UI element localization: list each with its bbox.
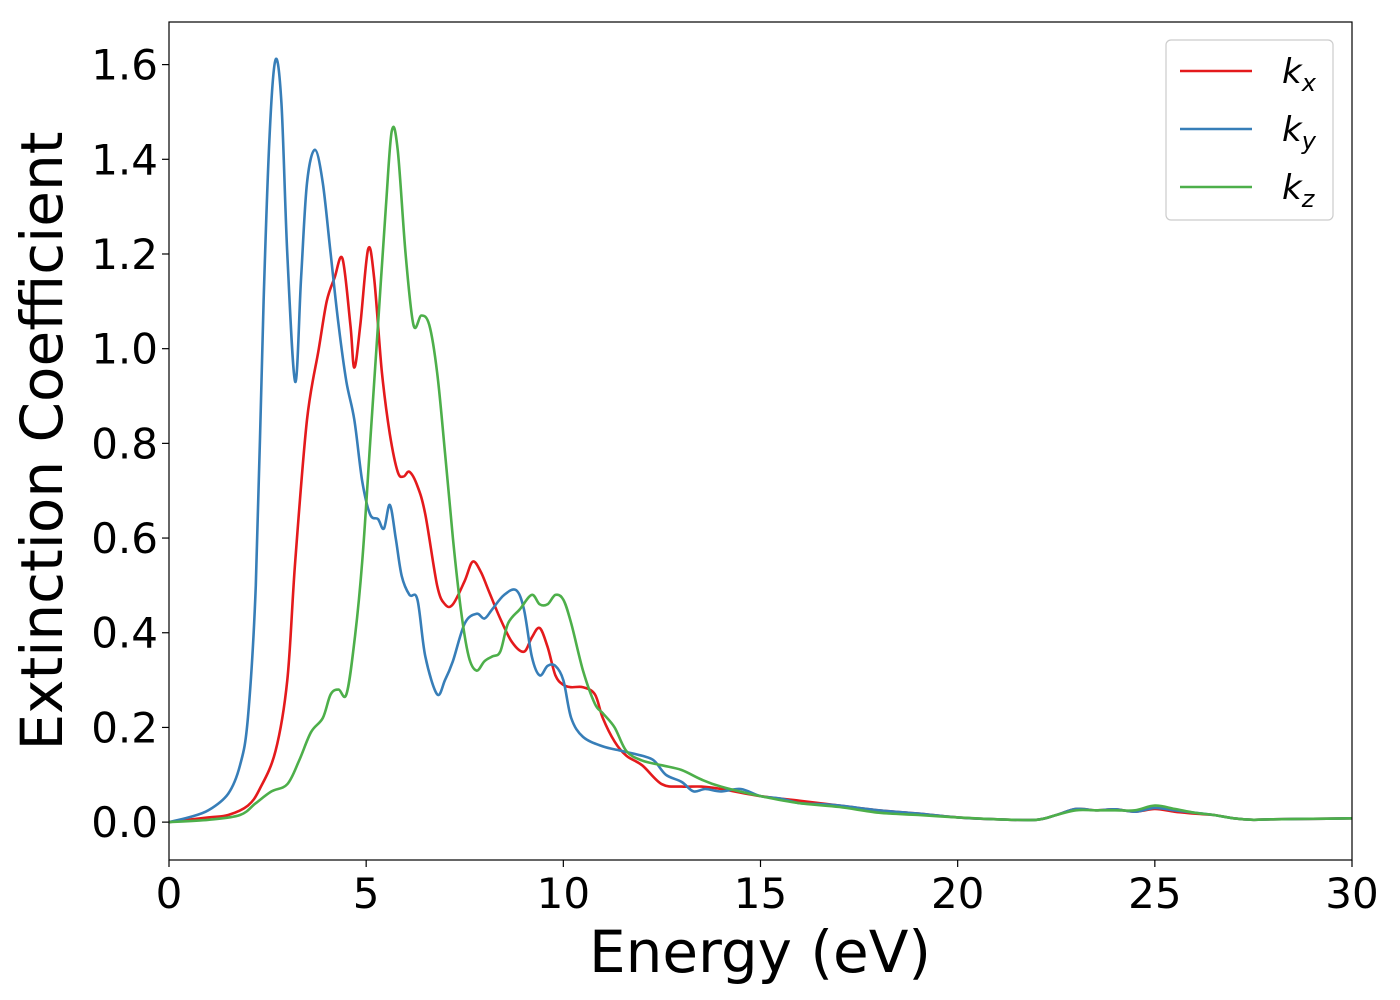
y-tick-label: 1.6 <box>91 41 158 90</box>
x-tick-label: 20 <box>931 869 984 918</box>
plot-background <box>169 22 1352 860</box>
legend: kx ky kz <box>1165 39 1334 221</box>
y-tick-label: 0.6 <box>91 514 158 563</box>
y-tick-label: 0.8 <box>91 419 158 468</box>
x-tick-label: 0 <box>156 869 183 918</box>
series-line-z <box>168 125 1353 824</box>
legend-label-x: kx <box>1282 52 1317 97</box>
y-tick-label: 0.0 <box>91 798 158 847</box>
x-tick-label: 15 <box>734 869 787 918</box>
x-axis-title: Energy (eV) <box>589 918 931 986</box>
y-tick-label: 1.2 <box>91 230 158 279</box>
y-tick-label: 0.4 <box>91 609 158 658</box>
y-tick-label: 1.0 <box>91 325 158 374</box>
x-tick-label: 25 <box>1128 869 1181 918</box>
series-lines <box>168 57 1353 824</box>
x-tick-label: 10 <box>537 869 590 918</box>
x-tick-label: 5 <box>353 869 380 918</box>
y-axis-ticks: 0.0 0.2 0.4 0.6 0.8 1.0 1.2 1.4 1.6 <box>91 41 169 847</box>
y-tick-label: 1.4 <box>91 135 158 184</box>
x-axis-ticks: 0 5 10 15 20 25 30 <box>156 860 1379 918</box>
legend-label-y: ky <box>1282 110 1317 155</box>
x-tick-label: 30 <box>1325 869 1378 918</box>
y-axis-title: Extinction Coefficient <box>8 132 76 751</box>
legend-label-z: kz <box>1282 168 1316 213</box>
y-tick-label: 0.2 <box>91 703 158 752</box>
